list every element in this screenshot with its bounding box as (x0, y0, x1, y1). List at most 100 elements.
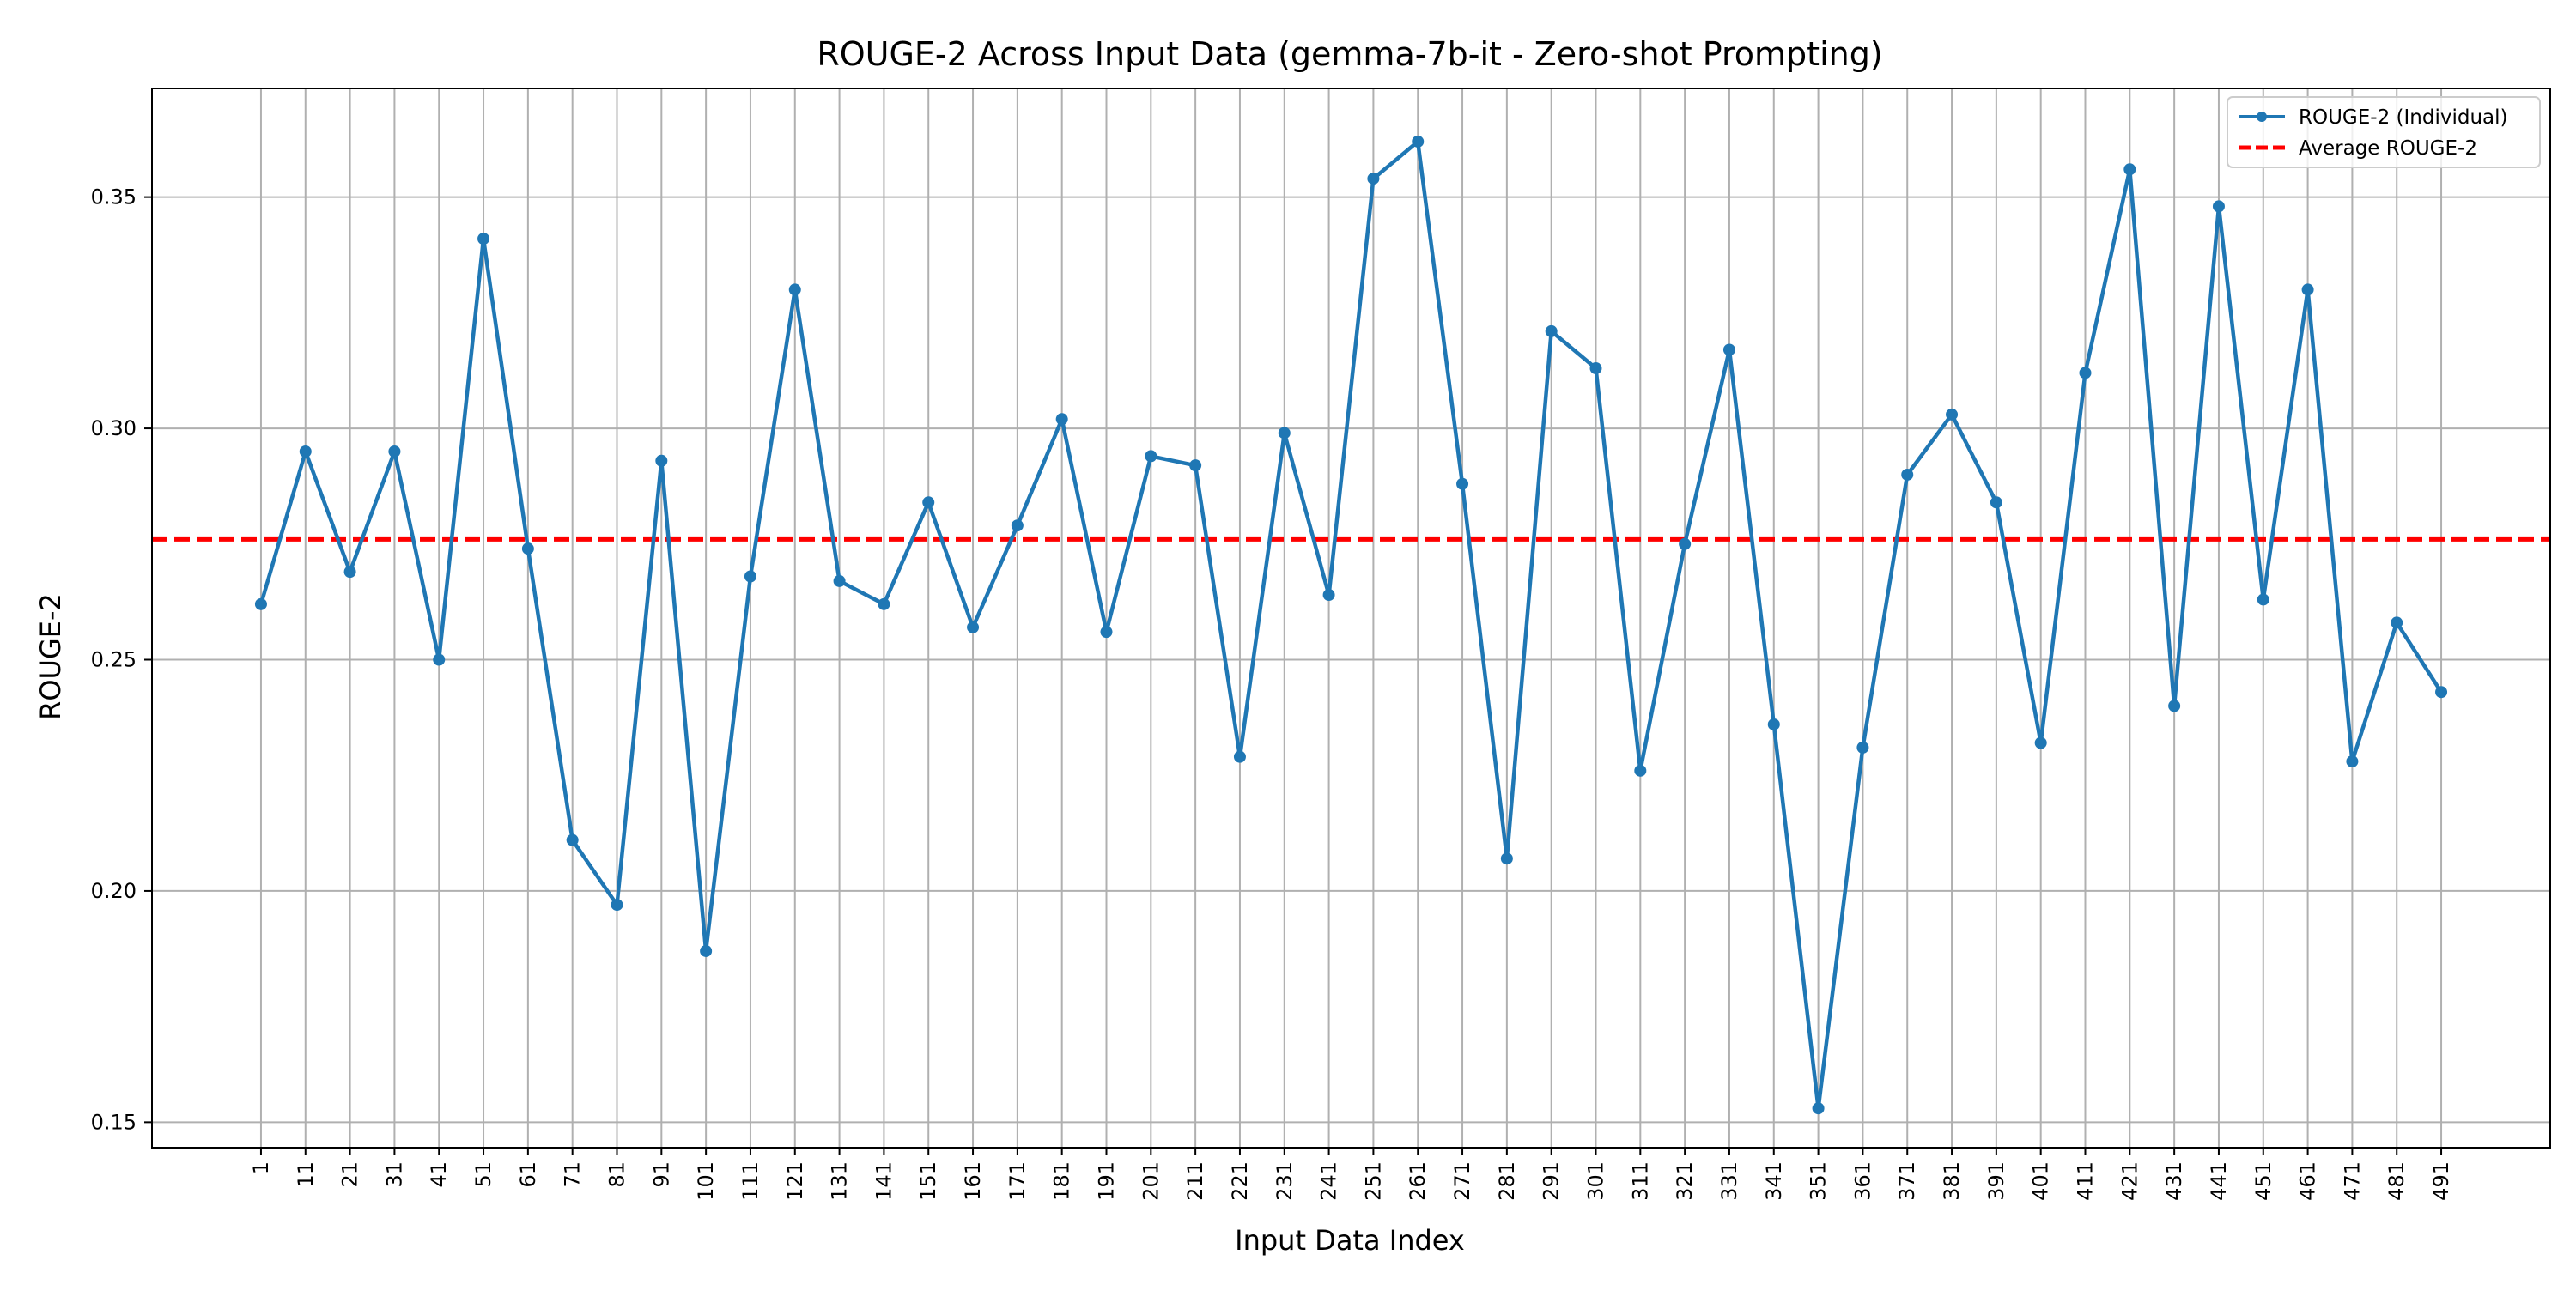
x-tick-label: 161 (961, 1161, 985, 1201)
data-point (1946, 408, 1959, 421)
x-tick-label: 171 (1005, 1161, 1030, 1201)
x-tick-label: 121 (783, 1161, 807, 1201)
x-axis-label: Input Data Index (1235, 1224, 1465, 1257)
plot-frame (151, 88, 2551, 1149)
x-tick-label: 1 (249, 1161, 273, 1174)
data-point (1367, 173, 1380, 185)
data-point (1278, 427, 1291, 439)
legend: ROUGE-2 (Individual) Average ROUGE-2 (2227, 96, 2541, 168)
y-axis-ticks: 0.15 0.20 0.25 0.30 0.35 (91, 185, 152, 1134)
data-point (833, 574, 846, 587)
data-point (2168, 700, 2181, 712)
data-point (700, 944, 713, 957)
data-point (1500, 852, 1513, 865)
data-point (2212, 200, 2225, 213)
x-tick-label: 221 (1228, 1161, 1252, 1201)
data-point (1011, 519, 1024, 532)
legend-series-marker (2257, 112, 2267, 122)
x-tick-label: 211 (1183, 1161, 1207, 1201)
x-tick-label: 71 (561, 1161, 585, 1188)
x-tick-label: 21 (338, 1161, 362, 1188)
y-tick-label: 0.20 (91, 879, 137, 903)
data-point (922, 496, 935, 509)
data-point (1812, 1102, 1825, 1115)
x-tick-label: 451 (2251, 1161, 2275, 1201)
x-tick-label: 441 (2207, 1161, 2231, 1201)
x-tick-label: 241 (1317, 1161, 1341, 1201)
x-tick-label: 491 (2429, 1161, 2453, 1201)
x-tick-label: 51 (471, 1161, 495, 1188)
x-tick-label: 231 (1273, 1161, 1297, 1201)
x-tick-label: 431 (2162, 1161, 2186, 1201)
series-layer (254, 135, 2448, 1115)
data-point (2123, 163, 2136, 176)
data-point (2435, 686, 2448, 699)
data-point (1456, 477, 1469, 490)
data-point (788, 283, 801, 296)
x-tick-label: 371 (1895, 1161, 1919, 1201)
data-point (655, 454, 668, 467)
data-point (1545, 324, 1558, 337)
data-point (878, 597, 890, 610)
data-point (1679, 537, 1692, 550)
x-tick-label: 411 (2074, 1161, 2098, 1201)
data-point (1990, 496, 2002, 509)
x-tick-label: 191 (1095, 1161, 1119, 1201)
data-point (967, 621, 980, 633)
x-tick-label: 141 (872, 1161, 896, 1201)
data-point (566, 833, 579, 846)
x-tick-label: 131 (828, 1161, 852, 1201)
data-point (611, 899, 623, 912)
data-point (1767, 718, 1780, 730)
data-point (1722, 343, 1735, 356)
y-tick-label: 0.35 (91, 185, 137, 209)
x-tick-label: 251 (1361, 1161, 1385, 1201)
data-point (1901, 468, 1914, 481)
x-tick-label: 421 (2117, 1161, 2142, 1201)
x-tick-label: 111 (738, 1161, 762, 1201)
data-point (1856, 741, 1869, 754)
x-tick-label: 61 (516, 1161, 540, 1188)
grid (152, 88, 2550, 1148)
data-point (433, 653, 446, 666)
x-tick-label: 181 (1050, 1161, 1074, 1201)
legend-box (2227, 96, 2541, 168)
legend-series-label: ROUGE-2 (Individual) (2299, 106, 2507, 129)
x-tick-label: 471 (2340, 1161, 2364, 1201)
data-point (744, 570, 756, 583)
y-tick-label: 0.30 (91, 416, 137, 440)
x-tick-label: 381 (1940, 1161, 1964, 1201)
x-tick-label: 461 (2296, 1161, 2320, 1201)
x-tick-label: 481 (2385, 1161, 2409, 1201)
data-point (299, 445, 312, 458)
x-axis-ticks: 1 11 21 31 41 51 61 71 81 91 101 111 121 131 141 151 161… (249, 1148, 2453, 1201)
data-point (388, 445, 401, 458)
x-tick-label: 11 (294, 1161, 318, 1188)
x-tick-label: 391 (1984, 1161, 2008, 1201)
data-point (2257, 593, 2269, 606)
data-point (254, 597, 267, 610)
data-point (2079, 367, 2092, 379)
x-tick-label: 321 (1673, 1161, 1697, 1201)
data-point (2391, 616, 2403, 629)
y-tick-label: 0.15 (91, 1110, 137, 1134)
data-point (1189, 459, 1202, 472)
x-tick-label: 31 (382, 1161, 406, 1188)
x-tick-label: 341 (1762, 1161, 1786, 1201)
data-point (343, 566, 356, 579)
x-tick-label: 301 (1584, 1161, 1608, 1201)
x-tick-label: 291 (1540, 1161, 1564, 1201)
x-tick-label: 361 (1850, 1161, 1874, 1201)
data-point (1233, 750, 1246, 763)
x-tick-label: 101 (694, 1161, 718, 1201)
y-axis-label: ROUGE-2 (34, 593, 67, 720)
x-tick-label: 81 (605, 1161, 629, 1188)
x-tick-label: 41 (427, 1161, 451, 1188)
data-point (1634, 764, 1647, 777)
chart-title: ROUGE-2 Across Input Data (gemma-7b-it -… (817, 35, 1882, 73)
data-point (1055, 413, 1068, 426)
x-tick-label: 311 (1628, 1161, 1652, 1201)
